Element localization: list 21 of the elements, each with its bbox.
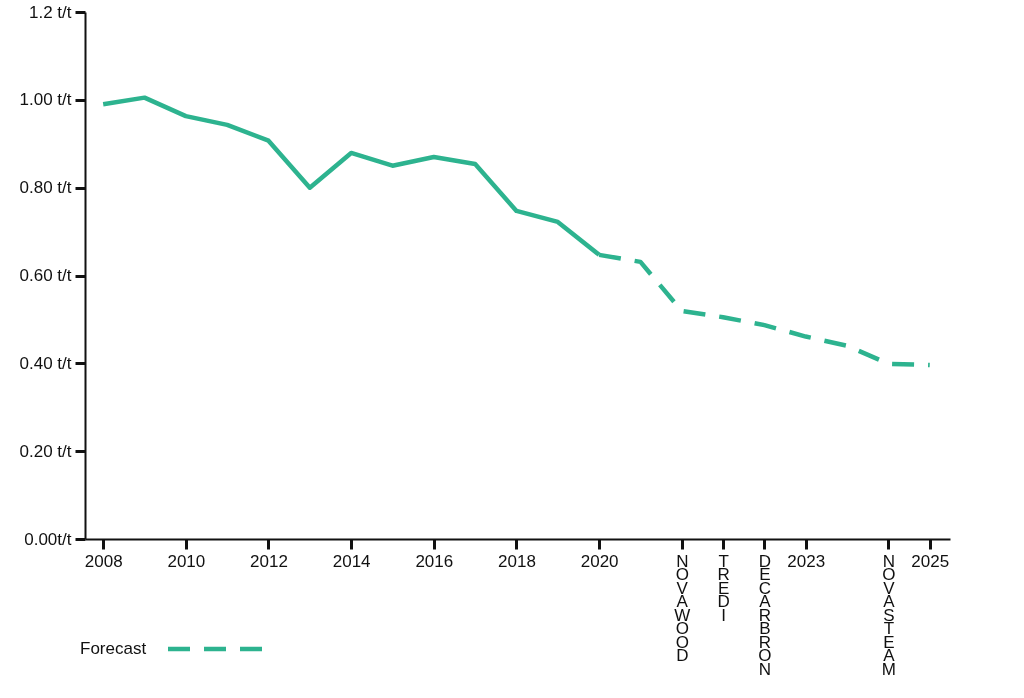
x-tick-label: 2016 (415, 551, 454, 571)
y-tick-label: 0.20 t/t (19, 441, 72, 461)
x-tick-label: 2014 (332, 551, 371, 571)
x-tick-label: 2008 (84, 551, 123, 571)
y-tick-label: 0.60 t/t (19, 266, 72, 285)
x-tick-label: 2018 (498, 551, 536, 571)
y-tick-label: 0.40 t/t (19, 353, 72, 373)
y-tick-label: 0.80 t/t (19, 178, 72, 198)
y-tick-label: 1.00 t/t (19, 90, 72, 110)
y-tick-label: 1.2 t/t (28, 2, 72, 22)
x-tick-label: 2012 (250, 551, 288, 571)
x-tick-label: NOVAWOOD (674, 551, 691, 665)
category-label: DECARBRON (758, 551, 772, 679)
x-tick-label: 2023 (787, 551, 826, 571)
x-tick-label: TREDI (717, 551, 730, 625)
x-tick-label: 2010 (167, 551, 206, 571)
category-label: NOVASTEAM (881, 551, 897, 679)
text: Forecast (80, 639, 147, 658)
x-tick-label: 2025 (911, 551, 950, 571)
x-tick-label: 2020 (580, 551, 619, 571)
y-tick-label: 0.00t/t (24, 529, 72, 549)
